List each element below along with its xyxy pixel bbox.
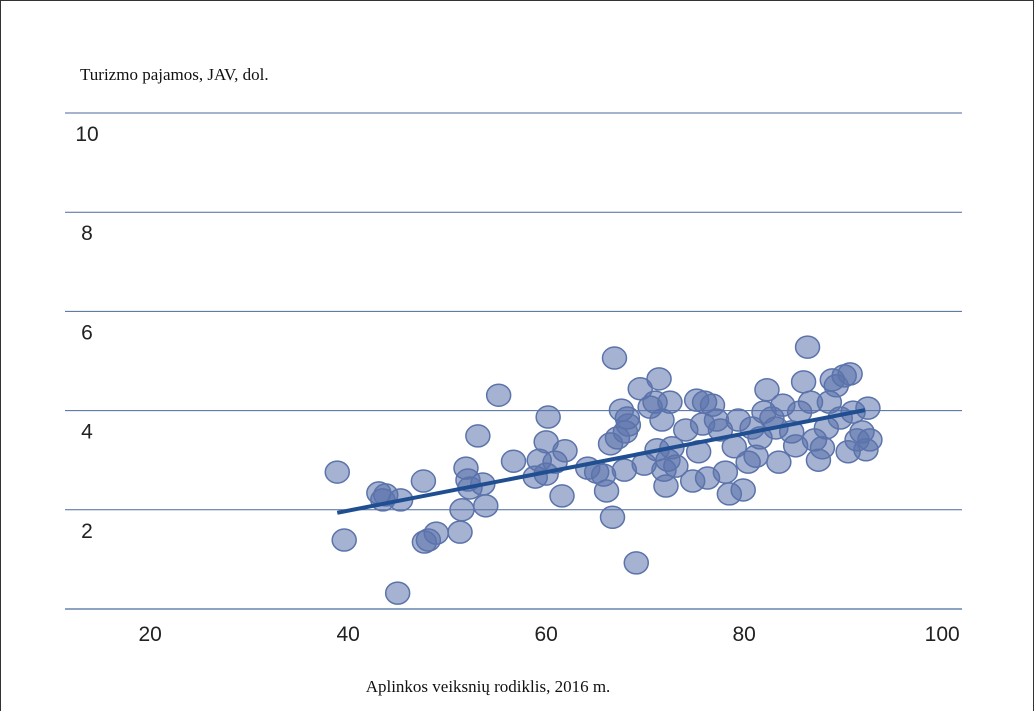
point [465, 424, 491, 448]
point [754, 378, 780, 402]
point [837, 362, 863, 386]
point [712, 460, 739, 484]
point [601, 346, 628, 370]
trend-line [336, 408, 866, 515]
point [535, 405, 561, 429]
point [384, 581, 411, 605]
point [790, 370, 817, 394]
point [410, 469, 437, 493]
y-tick-label: 2 [81, 520, 93, 543]
x-tick-label: 60 [534, 623, 557, 646]
point [423, 521, 450, 545]
point [766, 450, 792, 474]
point [855, 396, 881, 420]
point [593, 479, 620, 503]
x-axis-label: Aplinkos veiksnių rodiklis, 2016 m. [366, 677, 611, 696]
point [730, 478, 756, 502]
y-tick-label: 10 [75, 123, 98, 146]
x-tick-label: 40 [336, 623, 359, 646]
point [809, 436, 836, 460]
point [485, 383, 512, 407]
chart-title: Turizmo pajamos, JAV, dol. [80, 65, 269, 84]
point [449, 498, 475, 522]
y-tick-label: 4 [81, 421, 93, 444]
point [331, 528, 357, 552]
point [653, 474, 679, 498]
point [614, 406, 641, 430]
x-tick-label: 80 [733, 623, 756, 646]
point [663, 454, 689, 478]
point [794, 335, 821, 359]
y-tick-label: 6 [81, 321, 93, 344]
x-tick-label: 20 [138, 623, 161, 646]
point [646, 367, 672, 391]
point [623, 551, 650, 575]
point [473, 494, 499, 518]
point [549, 484, 575, 508]
x-tick-label: 100 [925, 623, 960, 646]
point [552, 439, 578, 463]
point [599, 505, 626, 529]
point [657, 390, 683, 414]
point [447, 520, 473, 544]
point [857, 428, 883, 452]
point [500, 449, 527, 473]
point [324, 460, 351, 484]
y-tick-label: 8 [81, 222, 93, 245]
